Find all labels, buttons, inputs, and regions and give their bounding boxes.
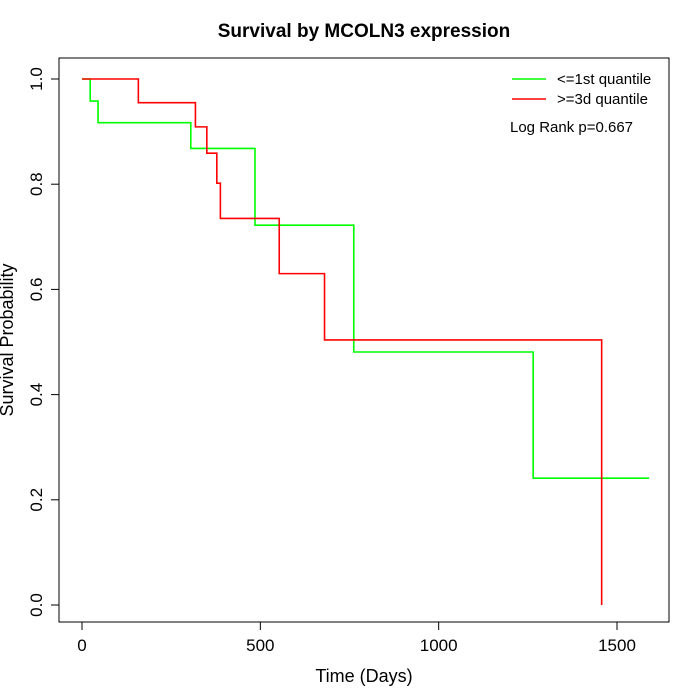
x-axis-label: Time (Days): [315, 666, 412, 686]
log-rank-annotation: Log Rank p=0.667: [510, 119, 633, 136]
y-axis-label: Survival Probability: [0, 263, 17, 416]
chart-title: Survival by MCOLN3 expression: [218, 21, 511, 42]
survival-curve-series-2: [82, 78, 603, 605]
y-tick-label: 0.6: [27, 278, 46, 302]
survival-curve-series-1: [82, 78, 650, 480]
x-tick-label: 1500: [598, 636, 636, 655]
x-tick-label: 500: [246, 636, 274, 655]
x-tick-label: 1000: [420, 636, 458, 655]
x-tick-label: 0: [77, 636, 86, 655]
legend: <=1st quantile >=3d quantile: [512, 71, 651, 108]
y-axis: 0.0 0.2 0.4 0.6 0.8 1.0: [27, 67, 60, 617]
legend-label: <=1st quantile: [557, 71, 651, 88]
legend-label: >=3d quantile: [557, 91, 648, 108]
survival-curves: [82, 78, 650, 605]
x-axis: 0 500 1000 1500: [77, 621, 636, 655]
y-tick-label: 0.4: [27, 383, 46, 407]
y-tick-label: 1.0: [27, 67, 46, 91]
y-tick-label: 0.8: [27, 172, 46, 196]
y-tick-label: 0.2: [27, 488, 46, 512]
y-tick-label: 0.0: [27, 593, 46, 617]
